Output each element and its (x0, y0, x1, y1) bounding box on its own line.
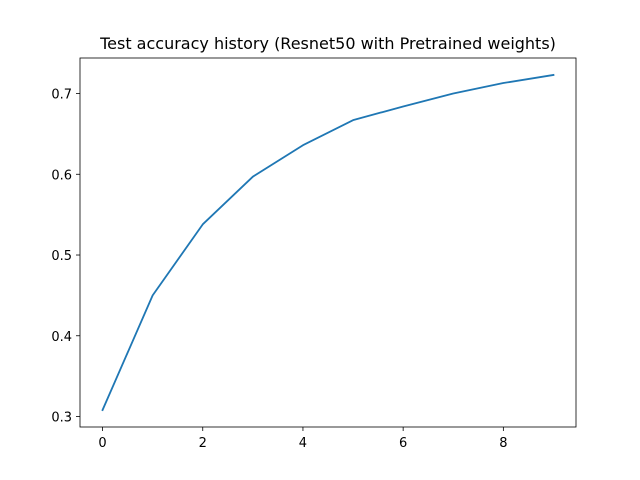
axes-background (80, 58, 576, 427)
series-line-0 (101, 73, 555, 412)
y-tick-label: 0.5 (51, 249, 72, 264)
x-axis: 0 2 4 6 8 (98, 427, 507, 451)
y-tick-label: 0.4 (51, 330, 72, 345)
x-tick-label: 6 (399, 436, 407, 451)
y-tick-label: 0.6 (51, 168, 72, 183)
series-layer (101, 73, 555, 412)
axes-frame (79, 57, 577, 428)
y-tick-label: 0.3 (51, 411, 72, 426)
x-tick-label: 8 (499, 436, 507, 451)
x-tick-label: 0 (98, 436, 106, 451)
x-tick-label: 2 (199, 436, 207, 451)
chart-title: Test accuracy history (Resnet50 with Pre… (99, 34, 556, 53)
plot-area (80, 58, 576, 427)
y-tick-label: 0.7 (51, 88, 72, 103)
y-axis: 0.3 0.4 0.5 0.6 0.7 (51, 88, 80, 426)
x-tick-label: 4 (299, 436, 307, 451)
